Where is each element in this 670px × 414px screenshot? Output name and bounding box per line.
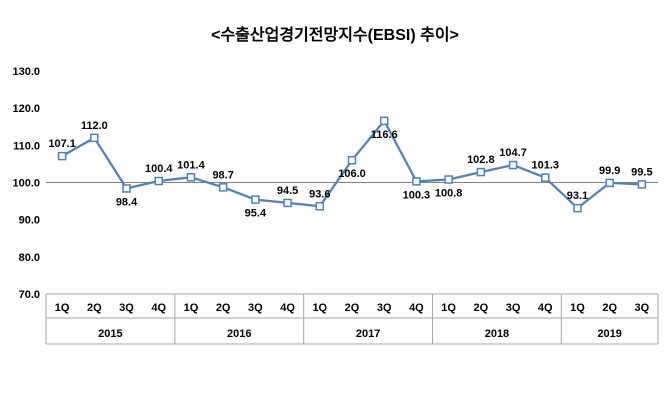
data-point-label: 93.6 xyxy=(309,188,330,200)
data-point-label: 102.8 xyxy=(467,154,495,166)
data-point-marker xyxy=(154,176,163,186)
data-point-label: 100.8 xyxy=(435,188,463,200)
year-label: 2016 xyxy=(227,328,251,340)
quarter-label: 3Q xyxy=(635,302,650,314)
data-point-label: 100.4 xyxy=(145,163,173,175)
quarter-label: 1Q xyxy=(441,302,456,314)
data-point-marker xyxy=(90,133,99,143)
quarter-label: 1Q xyxy=(55,302,70,314)
data-point-marker xyxy=(186,173,196,182)
data-point-marker xyxy=(605,178,614,188)
year-label: 2015 xyxy=(98,328,122,340)
data-point-marker xyxy=(283,198,292,208)
y-axis-tick-label: 70.0 xyxy=(19,289,40,301)
quarter-label: 3Q xyxy=(119,302,134,314)
data-point-label: 104.7 xyxy=(499,147,527,159)
quarter-label: 4Q xyxy=(280,302,295,314)
data-point-marker xyxy=(122,184,131,193)
data-point-label: 100.3 xyxy=(403,189,431,201)
year-label: 2017 xyxy=(356,328,380,340)
year-label: 2018 xyxy=(485,328,509,340)
data-point-label: 101.3 xyxy=(531,160,559,172)
data-point-label: 98.7 xyxy=(212,169,233,181)
quarter-label: 2Q xyxy=(345,302,360,314)
data-point-marker xyxy=(315,202,325,211)
y-axis-tick-label: 120.0 xyxy=(12,103,40,115)
y-axis-tick-label: 110.0 xyxy=(13,140,40,152)
quarter-label: 4Q xyxy=(151,302,166,314)
data-point-marker xyxy=(573,203,582,213)
data-point-marker xyxy=(476,167,486,177)
data-point-marker xyxy=(412,177,421,186)
data-point-label: 106.0 xyxy=(338,168,366,180)
data-point-label: 101.4 xyxy=(177,159,205,171)
data-point-marker xyxy=(444,175,453,184)
data-point-marker xyxy=(637,180,647,189)
y-axis-tick-label: 80.0 xyxy=(19,252,40,264)
quarter-label: 1Q xyxy=(312,302,327,314)
y-axis-tick-label: 90.0 xyxy=(19,215,40,227)
data-point-label: 98.4 xyxy=(116,196,138,208)
quarter-label: 4Q xyxy=(409,302,424,314)
y-axis-tick-label: 130.0 xyxy=(12,66,40,78)
data-point-marker xyxy=(508,160,518,170)
data-point-marker xyxy=(251,195,260,204)
quarter-label: 3Q xyxy=(506,302,521,314)
quarter-label: 3Q xyxy=(377,302,392,314)
data-point-marker xyxy=(218,183,228,192)
quarter-label: 2Q xyxy=(216,302,231,314)
data-point-label: 95.4 xyxy=(245,208,267,220)
quarter-label: 1Q xyxy=(570,302,585,314)
quarter-label: 2Q xyxy=(87,302,102,314)
data-point-label: 107.1 xyxy=(48,138,76,150)
quarter-label: 4Q xyxy=(538,302,553,314)
data-point-label: 99.5 xyxy=(631,166,652,178)
y-axis-tick-label: 100.0 xyxy=(12,178,40,190)
data-point-marker xyxy=(57,151,67,161)
data-point-label: 112.0 xyxy=(81,120,108,132)
data-point-label: 93.1 xyxy=(567,190,588,202)
quarter-label: 2Q xyxy=(473,302,488,314)
chart-title: <수출산업경기전망지수(EBSI) 추이> xyxy=(211,25,459,44)
data-point-label: 94.5 xyxy=(277,185,298,197)
data-point-marker xyxy=(379,116,389,126)
data-point-label: 99.9 xyxy=(599,165,620,177)
quarter-label: 1Q xyxy=(184,302,199,314)
data-point-label: 116.6 xyxy=(371,129,398,141)
data-point-marker xyxy=(347,155,357,165)
year-label: 2019 xyxy=(597,328,621,340)
quarter-label: 2Q xyxy=(602,302,617,314)
data-point-marker xyxy=(541,173,550,182)
quarter-label: 3Q xyxy=(248,302,263,314)
